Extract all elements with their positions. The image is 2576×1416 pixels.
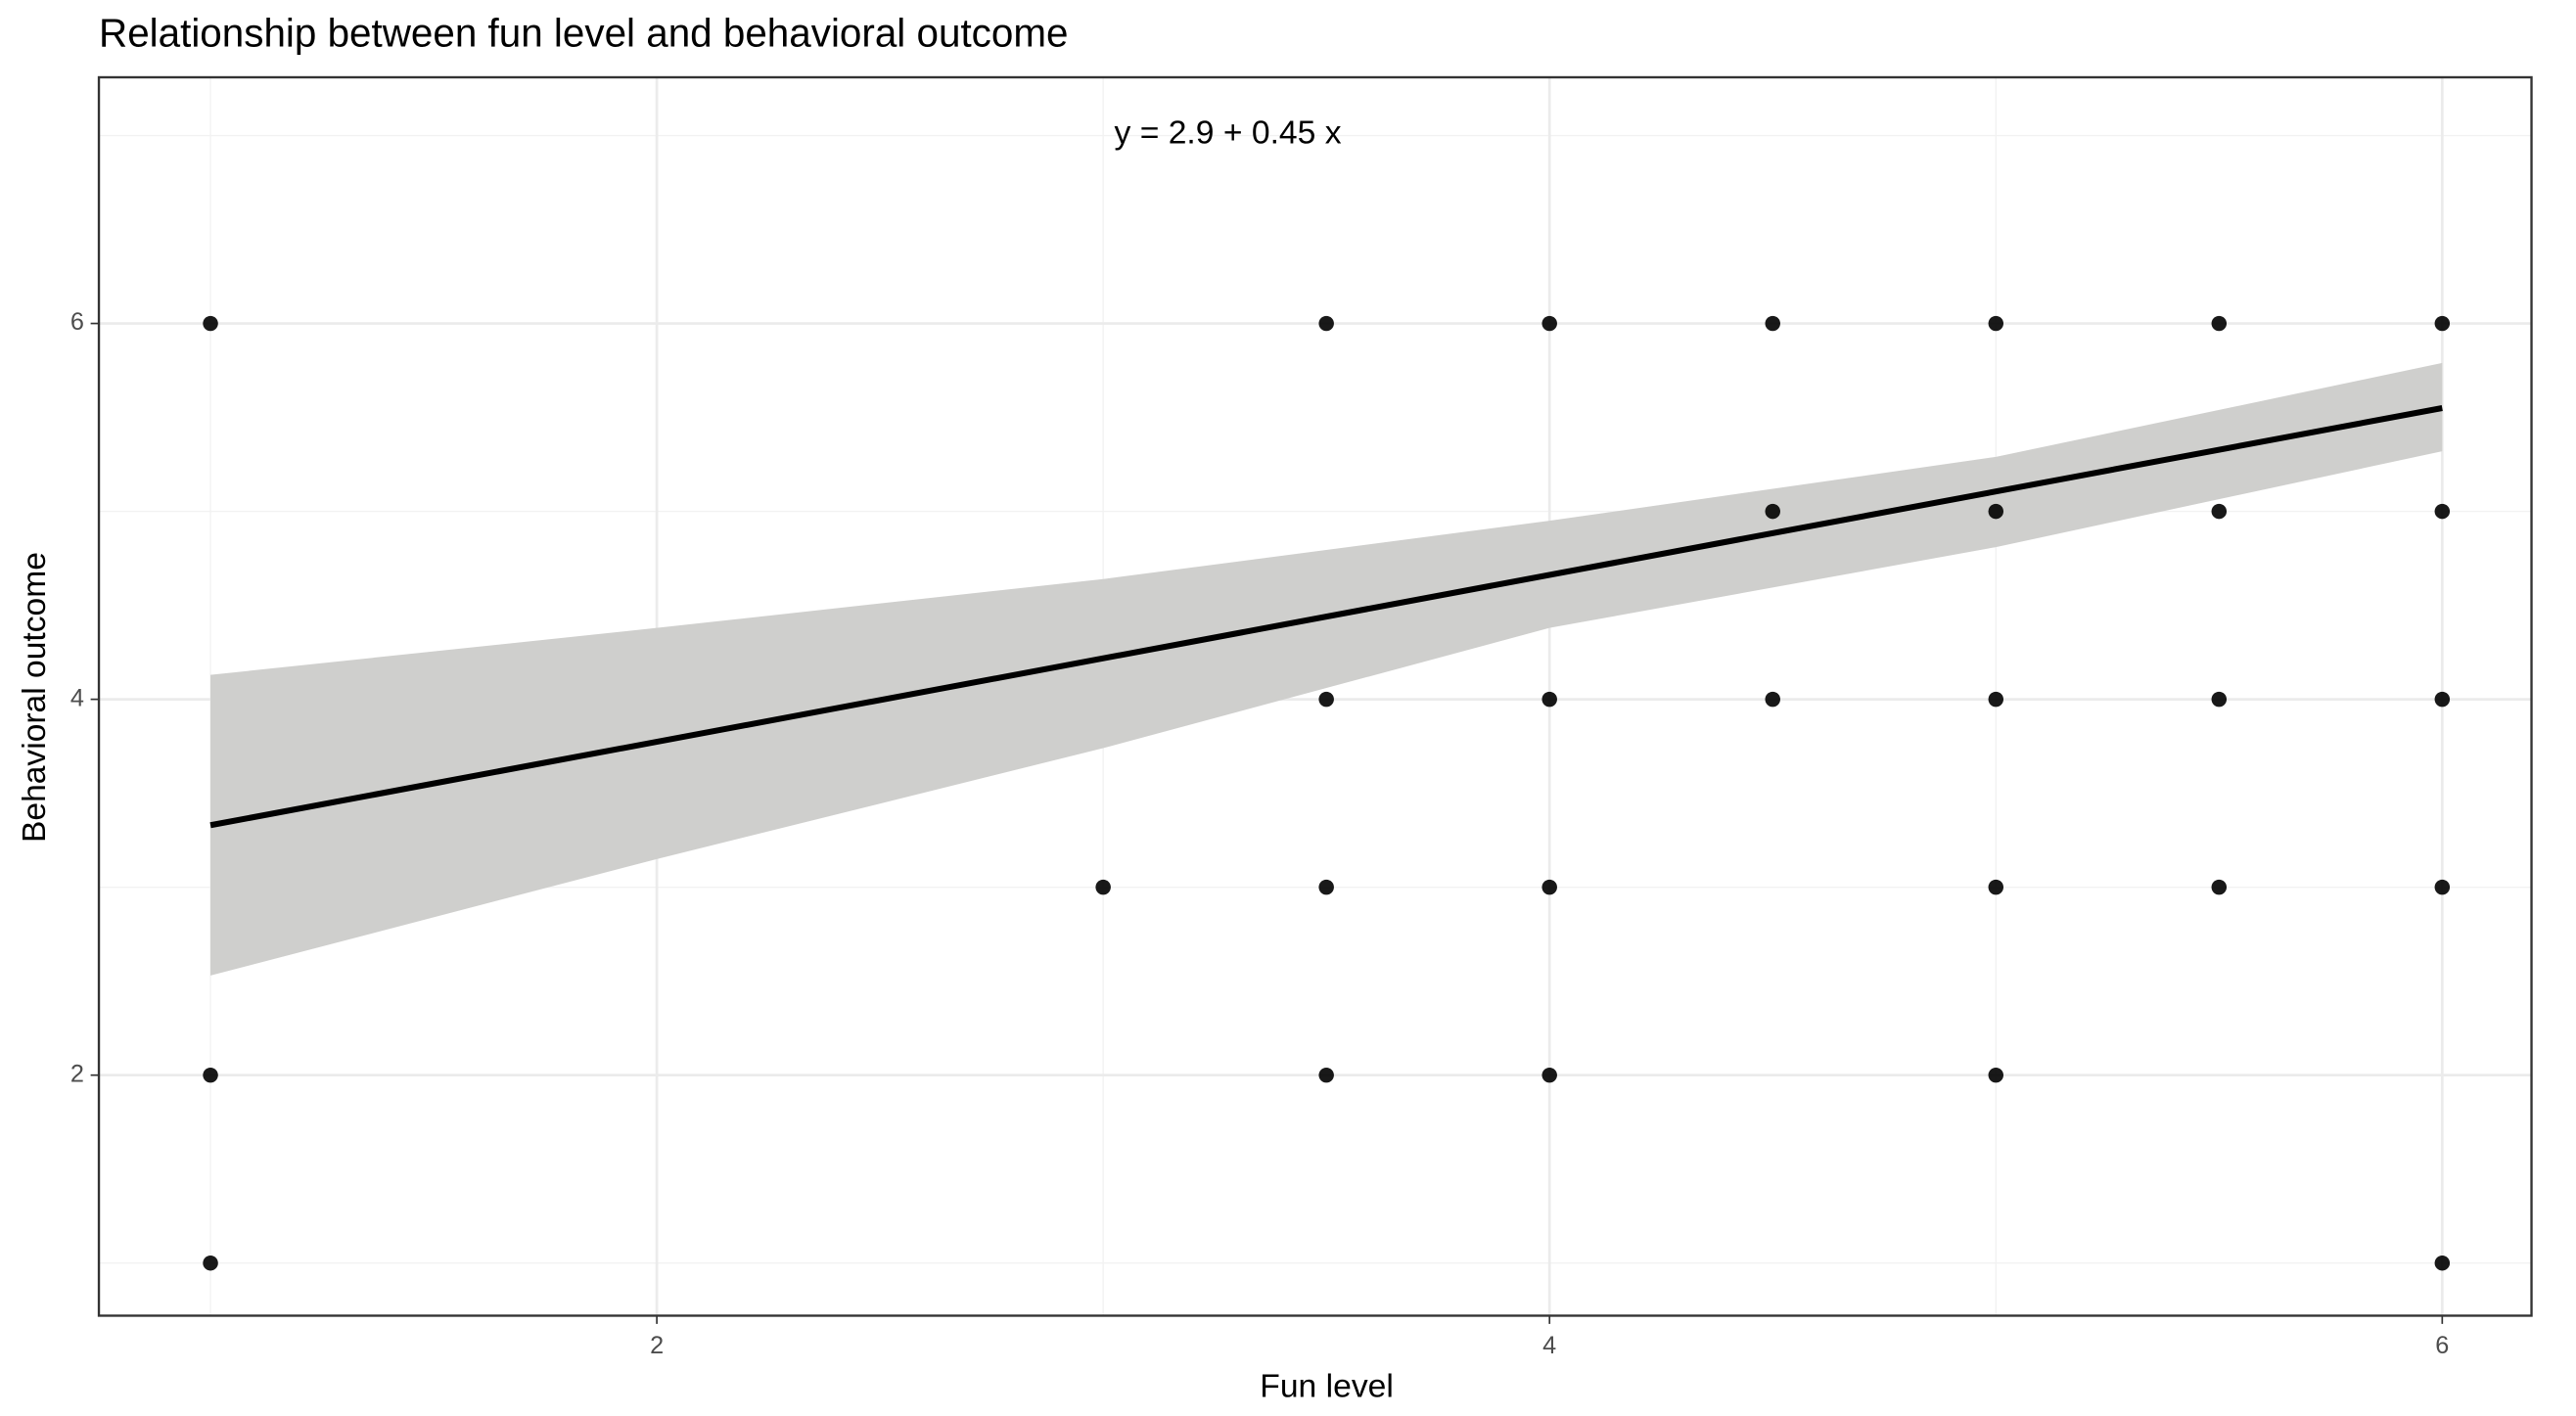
confidence-band [210,362,2443,976]
equation-annotation: y = 2.9 + 0.45 x [1115,115,1342,152]
y-tick-label: 4 [70,684,84,711]
point [1765,691,1780,708]
point [2211,503,2228,520]
x-tick-label: 4 [1542,1332,1556,1359]
point [2211,691,2228,708]
y-tick-label: 6 [70,308,84,336]
y-tick-label: 2 [70,1060,84,1087]
point [1318,691,1334,708]
point [1541,315,1557,332]
point [2211,315,2228,332]
point [1988,691,2004,708]
point [2434,1255,2451,1271]
y-axis-title: Behavioral outcome [17,552,53,843]
point [1095,879,1111,895]
point [1318,1067,1334,1083]
x-axis-title: Fun level [1260,1368,1394,1404]
point [2434,879,2451,895]
panel-border [97,75,2533,1317]
point [1988,315,2004,332]
point [1988,503,2004,520]
regression-line [209,404,2443,829]
point [1318,315,1334,332]
point [2434,315,2451,332]
point [1541,879,1557,895]
point [1765,503,1780,520]
point [1765,315,1780,332]
point [1988,1067,2004,1083]
chart-title: Relationship between fun level and behav… [99,11,1068,56]
point [1988,879,2004,895]
point [1541,691,1557,708]
point [1318,879,1334,895]
point [203,315,218,332]
x-tick-label: 2 [650,1332,664,1359]
point [203,1255,218,1271]
x-tick-label: 6 [2435,1332,2449,1359]
point [203,1067,218,1083]
point [2434,691,2451,708]
point [2434,503,2451,520]
point [1541,1067,1557,1083]
point [2211,879,2228,895]
